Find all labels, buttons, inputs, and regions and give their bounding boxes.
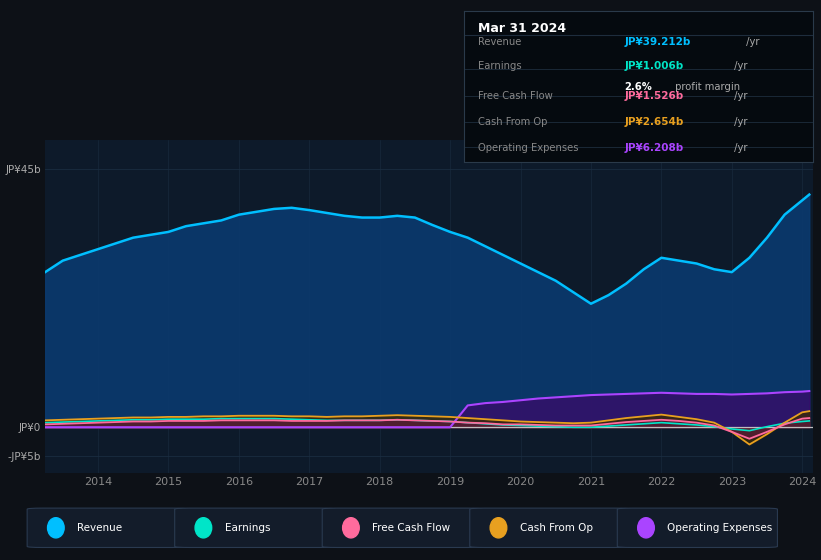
Text: /yr: /yr — [732, 117, 748, 127]
Text: 2.6%: 2.6% — [624, 82, 652, 92]
Text: JP¥2.654b: JP¥2.654b — [624, 117, 684, 127]
Text: JP¥6.208b: JP¥6.208b — [624, 143, 684, 153]
Text: Revenue: Revenue — [478, 37, 521, 47]
Text: Earnings: Earnings — [478, 61, 521, 71]
FancyBboxPatch shape — [175, 508, 335, 548]
Text: profit margin: profit margin — [672, 82, 740, 92]
Text: /yr: /yr — [743, 37, 759, 47]
Text: Free Cash Flow: Free Cash Flow — [478, 91, 553, 101]
Ellipse shape — [195, 517, 212, 538]
Ellipse shape — [48, 517, 64, 538]
FancyBboxPatch shape — [322, 508, 483, 548]
Text: Operating Expenses: Operating Expenses — [478, 143, 578, 153]
Ellipse shape — [490, 517, 507, 538]
Text: JP¥1.006b: JP¥1.006b — [624, 61, 684, 71]
Text: JP¥1.526b: JP¥1.526b — [624, 91, 684, 101]
Text: Earnings: Earnings — [224, 523, 270, 533]
Text: Revenue: Revenue — [77, 523, 122, 533]
Text: Cash From Op: Cash From Op — [520, 523, 593, 533]
FancyBboxPatch shape — [27, 508, 187, 548]
Ellipse shape — [638, 517, 654, 538]
Text: /yr: /yr — [732, 91, 748, 101]
Text: /yr: /yr — [732, 61, 748, 71]
FancyBboxPatch shape — [470, 508, 630, 548]
Text: Mar 31 2024: Mar 31 2024 — [478, 22, 566, 35]
FancyBboxPatch shape — [617, 508, 777, 548]
Ellipse shape — [342, 517, 360, 538]
Text: Operating Expenses: Operating Expenses — [667, 523, 773, 533]
Text: /yr: /yr — [732, 143, 748, 153]
Text: JP¥39.212b: JP¥39.212b — [624, 37, 690, 47]
Text: Cash From Op: Cash From Op — [478, 117, 548, 127]
Text: Free Cash Flow: Free Cash Flow — [372, 523, 450, 533]
